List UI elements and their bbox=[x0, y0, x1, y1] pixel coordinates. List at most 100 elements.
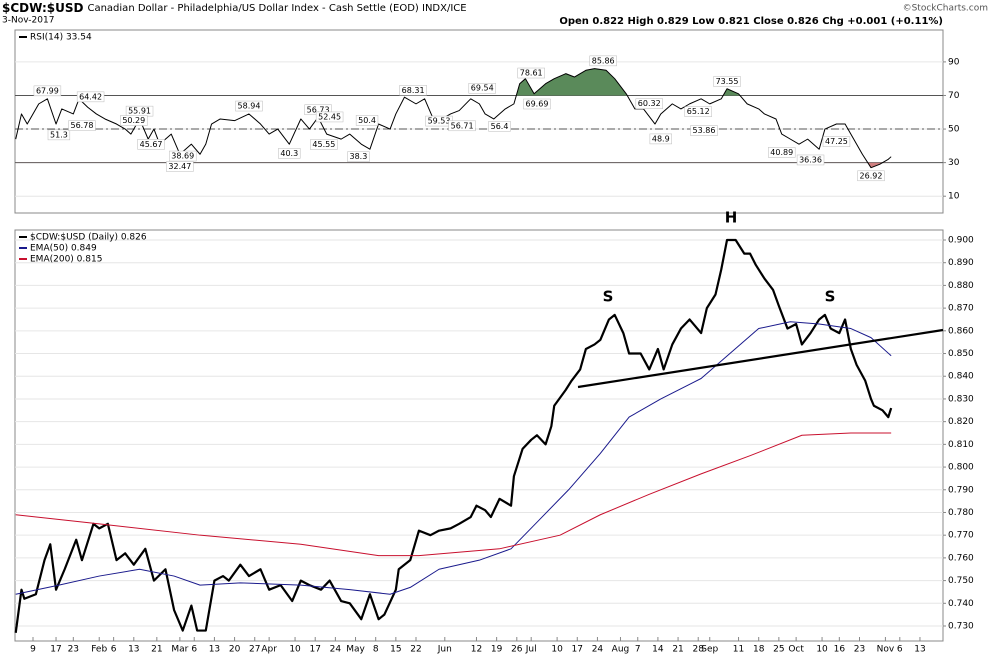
x-tick-label: 17 bbox=[572, 645, 583, 655]
value-label-box bbox=[166, 161, 194, 172]
value-label-box bbox=[468, 82, 496, 94]
value-label: 53.86 bbox=[693, 126, 716, 135]
value-label: 56.73 bbox=[307, 105, 330, 114]
x-tick-label: 23 bbox=[68, 645, 79, 655]
value-label: 56.71 bbox=[451, 121, 474, 130]
y-tick-label: 0.820 bbox=[948, 417, 974, 427]
y-tick-label: 0.780 bbox=[948, 508, 974, 518]
x-tick-label: 22 bbox=[410, 645, 421, 655]
x-tick-label: Feb bbox=[91, 645, 107, 655]
rsi-frame bbox=[14, 29, 944, 214]
value-label: 51.3 bbox=[50, 130, 68, 139]
x-tick-label: Apr bbox=[261, 645, 277, 655]
value-label-box bbox=[76, 91, 105, 103]
series-line bbox=[14, 238, 893, 633]
value-label-box bbox=[120, 115, 148, 126]
legend-label: $CDW:$USD (Daily) 0.826 bbox=[30, 233, 147, 243]
y-tick-label: 10 bbox=[948, 192, 960, 202]
value-label: 52.45 bbox=[318, 112, 341, 121]
value-label: 32.47 bbox=[168, 162, 191, 171]
value-label: 85.86 bbox=[592, 56, 615, 65]
value-label-box bbox=[137, 139, 165, 150]
y-tick-label: 0.770 bbox=[948, 531, 974, 541]
x-tick-label: 6 bbox=[111, 645, 117, 655]
value-label-box bbox=[448, 120, 476, 132]
x-tick-label: 6 bbox=[897, 645, 903, 655]
value-label: 56.4 bbox=[491, 122, 509, 131]
y-tick-label: 0.900 bbox=[948, 235, 974, 245]
y-tick-label: 0.850 bbox=[948, 349, 974, 359]
value-label-box bbox=[822, 136, 851, 147]
x-tick-label: 10 bbox=[289, 645, 301, 655]
x-tick-label: 17 bbox=[309, 645, 320, 655]
value-label-box bbox=[278, 148, 301, 159]
value-label-box bbox=[649, 133, 672, 145]
x-tick-label: 13 bbox=[128, 645, 139, 655]
neckline bbox=[577, 328, 944, 389]
value-label: 69.54 bbox=[471, 84, 494, 93]
x-tick-label: 14 bbox=[652, 645, 664, 655]
y-tick-label: 0.880 bbox=[948, 281, 974, 291]
value-label: 68.31 bbox=[402, 86, 425, 95]
x-tick-label: 16 bbox=[834, 645, 846, 655]
x-tick-label: Nov bbox=[877, 645, 895, 655]
y-tick-label: 0.790 bbox=[948, 485, 974, 495]
value-label-box bbox=[684, 106, 712, 117]
y-tick-label: 0.750 bbox=[948, 576, 974, 586]
y-tick-label: 0.830 bbox=[948, 394, 974, 404]
price-frame bbox=[14, 229, 944, 642]
panel: 0.730 0.740 0.750 0.760 0.770 0.780 0.790 0.800… bbox=[14, 233, 974, 655]
y-tick-label: 90 bbox=[948, 57, 960, 67]
x-tick-label: Jun bbox=[437, 645, 452, 655]
y-tick-label: 0.740 bbox=[948, 599, 974, 609]
x-tick-label: 24 bbox=[330, 645, 342, 655]
legend-label: EMA(200) 0.815 bbox=[30, 255, 102, 265]
pattern-label: S bbox=[603, 288, 614, 306]
value-label-box bbox=[235, 100, 263, 112]
y-tick-label: 30 bbox=[948, 158, 960, 168]
pattern-label: S bbox=[825, 288, 836, 306]
x-tick-label: 18 bbox=[753, 645, 765, 655]
x-tick-label: 7 bbox=[635, 645, 641, 655]
x-tick-label: 13 bbox=[914, 645, 925, 655]
value-label: 40.89 bbox=[770, 148, 793, 157]
y-tick-label: 0.800 bbox=[948, 463, 974, 473]
value-label: 56.78 bbox=[71, 121, 94, 130]
value-label-box bbox=[315, 111, 344, 123]
x-tick-label: 23 bbox=[854, 645, 865, 655]
y-tick-label: 0.890 bbox=[948, 258, 974, 268]
value-label-box bbox=[310, 139, 338, 150]
y-tick-label: 70 bbox=[948, 91, 960, 101]
value-label-box bbox=[68, 120, 96, 131]
x-tick-label: 10 bbox=[816, 645, 828, 655]
x-tick-label: 10 bbox=[551, 645, 563, 655]
header-line: $CDW:$USD Canadian Dollar - Philadelphia/… bbox=[2, 1, 467, 15]
x-tick-label: 21 bbox=[672, 645, 683, 655]
value-label: 40.3 bbox=[280, 149, 298, 158]
x-tick-label: 15 bbox=[390, 645, 401, 655]
x-tick-label: Aug bbox=[612, 645, 630, 655]
series-line bbox=[15, 321, 892, 595]
x-tick-label: 12 bbox=[471, 645, 482, 655]
x-tick-label: 17 bbox=[50, 645, 61, 655]
x-tick-label: Jul bbox=[525, 645, 537, 655]
value-label: 45.67 bbox=[140, 140, 163, 149]
description: Canadian Dollar - Philadelphia/US Dollar… bbox=[87, 3, 466, 14]
value-label: 26.92 bbox=[860, 171, 883, 180]
x-tick-label: May bbox=[346, 645, 365, 655]
value-label: 50.4 bbox=[358, 116, 376, 125]
value-label-box bbox=[857, 170, 885, 182]
value-label: 69.69 bbox=[526, 99, 549, 108]
quote: Open 0.822 High 0.829 Low 0.821 Close 0.… bbox=[559, 16, 943, 27]
y-tick-label: 50 bbox=[948, 125, 960, 135]
x-tick-label: 20 bbox=[229, 645, 241, 655]
y-tick-label: 0.730 bbox=[948, 622, 974, 632]
value-label: 48.9 bbox=[652, 134, 670, 143]
value-label-box bbox=[355, 115, 379, 126]
series-line bbox=[15, 68, 892, 169]
value-label: 59.53 bbox=[428, 117, 451, 126]
x-tick-label: Oct bbox=[788, 645, 804, 655]
x-tick-label: 26 bbox=[511, 645, 523, 655]
value-label: 36.36 bbox=[799, 155, 822, 164]
x-tick-label: 21 bbox=[151, 645, 162, 655]
